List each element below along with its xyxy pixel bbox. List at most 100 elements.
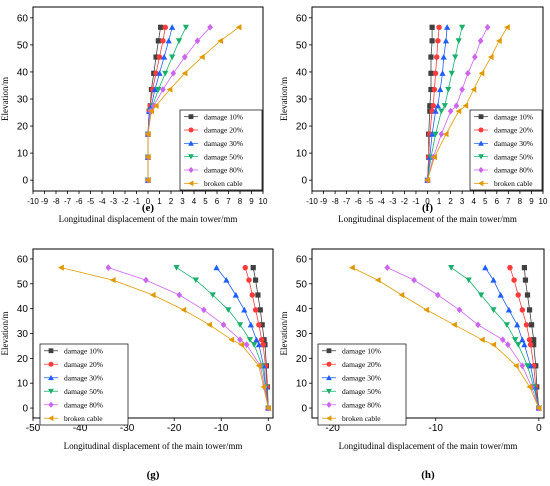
data-point (519, 336, 526, 343)
x-tick-label: -4 (98, 197, 106, 206)
legend-label: damage 20% (342, 360, 381, 369)
data-point (434, 54, 440, 60)
data-point (232, 291, 239, 298)
legend-box (317, 343, 407, 426)
data-point (181, 53, 188, 61)
x-tick-label: -20 (167, 423, 182, 434)
y-axis-label: Elevation/m (0, 77, 10, 121)
data-point (246, 277, 252, 283)
y-axis-label: Elevation/m (0, 312, 10, 356)
x-tick-label: -1 (133, 197, 141, 206)
y-tick-label: 50 (296, 40, 308, 51)
legend-marker (188, 154, 194, 160)
data-point (265, 404, 271, 412)
data-point (144, 177, 151, 184)
data-point (511, 277, 517, 283)
data-point (156, 70, 163, 76)
data-point (445, 86, 452, 93)
legend-marker (478, 127, 484, 133)
data-point (109, 276, 116, 284)
data-point (258, 336, 265, 343)
data-point (490, 276, 497, 283)
y-tick-label: 0 (301, 176, 307, 187)
legend-label: damage 80% (494, 166, 533, 175)
data-point (505, 306, 513, 313)
y-tick-label: 40 (17, 67, 29, 78)
data-point (524, 292, 531, 298)
legend-item: damage 30% (44, 373, 103, 382)
x-tick-label: 7 (226, 197, 231, 206)
data-series (424, 24, 510, 184)
legend-label: damage 80% (342, 400, 381, 409)
legend-label: damage 10% (204, 112, 243, 121)
data-point (169, 54, 176, 61)
data-point (398, 291, 405, 299)
data-point (152, 102, 159, 109)
legend-marker (326, 361, 332, 367)
y-axis-label: Elevation/m (279, 77, 289, 121)
data-point (242, 264, 248, 271)
data-point (438, 130, 445, 138)
legend-box (39, 343, 129, 426)
panel-label: (h) (421, 469, 435, 481)
x-tick-label: -20 (325, 423, 340, 434)
data-point (236, 322, 244, 328)
y-tick-label: 0 (22, 404, 28, 415)
data-point (515, 342, 522, 348)
y-tick-label: 60 (296, 13, 308, 24)
legend-label: damage 10% (64, 346, 103, 355)
data-point (435, 38, 441, 44)
data-point (505, 341, 511, 349)
legend-marker (188, 180, 194, 187)
y-tick-label: 20 (17, 122, 29, 133)
y-tick-label: 40 (296, 304, 308, 315)
data-point (253, 336, 260, 343)
data-point (235, 24, 242, 31)
data-point (209, 292, 216, 299)
x-tick-label: -4 (378, 197, 386, 206)
legend-marker (478, 140, 484, 146)
y-tick-label: 10 (17, 149, 29, 160)
data-point (432, 70, 439, 77)
legend-label: damage 30% (204, 139, 243, 148)
legend-label: damage 50% (494, 152, 533, 161)
data-point (448, 70, 455, 77)
x-tick-label: 6 (215, 197, 220, 206)
legend-label: damage 30% (342, 373, 381, 382)
data-point (225, 307, 232, 314)
x-tick-label: 2 (169, 197, 174, 206)
data-point (429, 38, 435, 44)
x-tick-label: -7 (64, 197, 72, 206)
x-tick-label: -2 (121, 197, 129, 206)
data-point (431, 86, 438, 93)
data-point (444, 24, 451, 30)
series-line (427, 27, 440, 181)
data-point (246, 337, 254, 343)
legend-label: damage 10% (342, 346, 381, 355)
y-tick-label: 10 (296, 149, 308, 160)
x-axis-label: Longitudinal displacement of the main to… (59, 214, 238, 224)
data-point (155, 86, 162, 93)
y-tick-label: 20 (17, 354, 29, 365)
data-point (455, 108, 462, 115)
legend-marker (478, 166, 484, 174)
legend-marker (326, 415, 332, 422)
data-point (162, 24, 168, 31)
legend-item: damage 80% (474, 166, 533, 175)
legend-item: damage 50% (44, 387, 103, 396)
data-point (247, 321, 255, 328)
legend-item: broken cable (322, 414, 381, 423)
data-point (423, 306, 430, 314)
series-line (252, 267, 269, 409)
x-tick-label: 10 (539, 197, 548, 206)
x-tick-label: 5 (203, 197, 208, 206)
data-point (504, 24, 510, 31)
series-line (427, 27, 488, 181)
x-tick-label: -8 (332, 197, 340, 206)
data-point (531, 342, 537, 348)
data-point (259, 322, 265, 328)
data-point (162, 70, 169, 77)
data-point (437, 86, 444, 93)
data-point (169, 24, 176, 30)
data-point (503, 322, 510, 328)
